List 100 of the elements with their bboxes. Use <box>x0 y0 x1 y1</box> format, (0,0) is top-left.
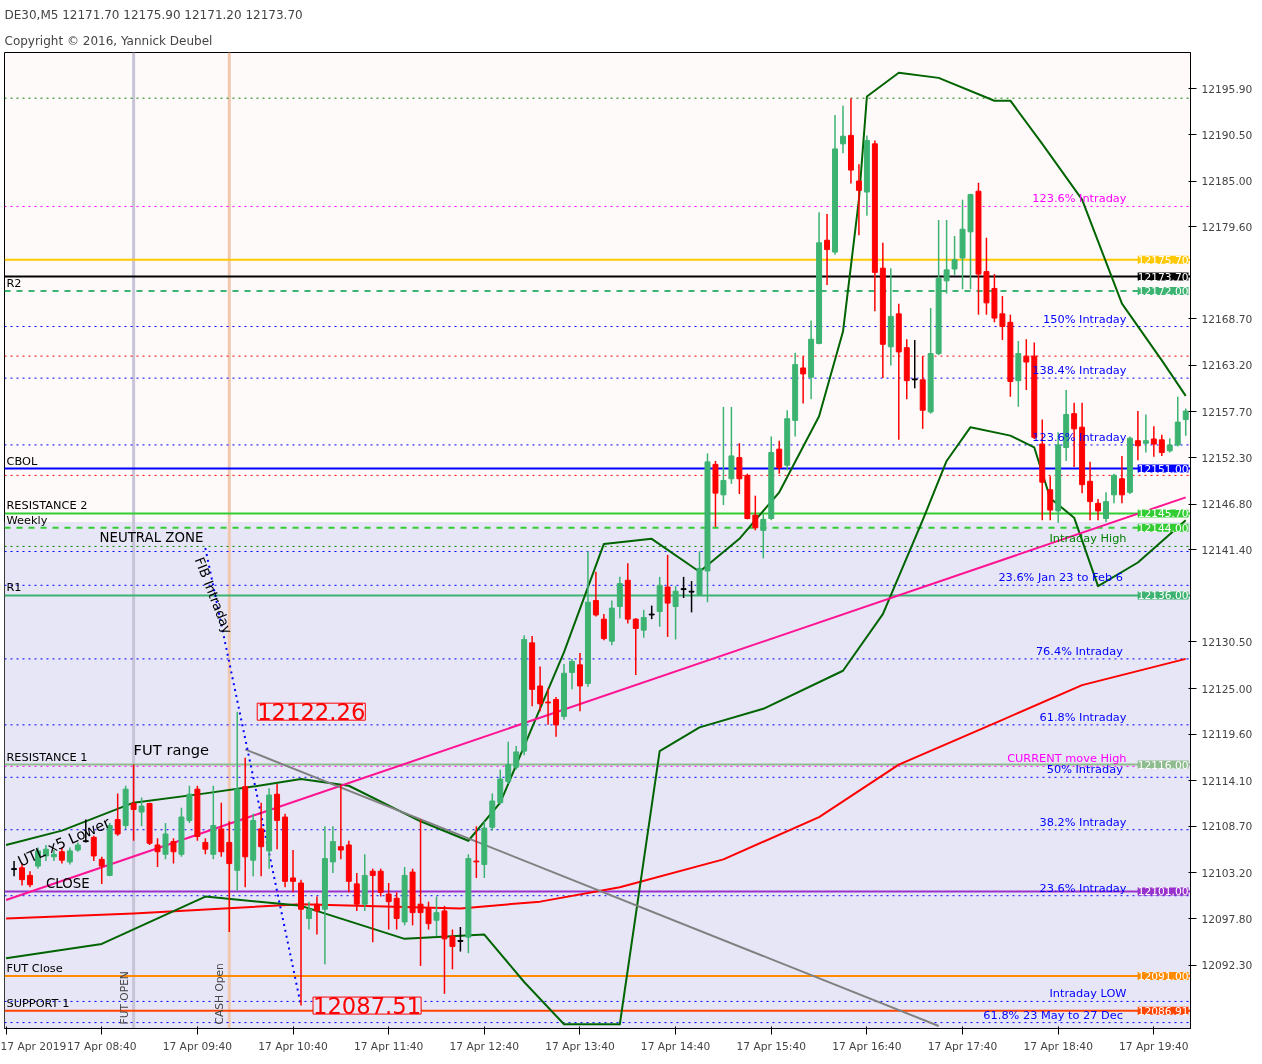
band-label: NEUTRAL ZONE <box>99 529 204 545</box>
annotation: FUT Close <box>6 961 63 976</box>
y-tick-label: 12108.70 <box>1201 820 1253 834</box>
chart-title: DE30,M5 12171.70 12175.90 12171.20 12173.70 <box>4 7 303 22</box>
candlestick <box>752 494 759 532</box>
chart-subtitle: Copyright © 2016, Yannick Deubel <box>4 33 213 48</box>
ref-line-label: Intraday LOW <box>1049 986 1127 1001</box>
ref-line-label: 12091.00 <box>1137 970 1189 984</box>
candlestick <box>290 849 296 894</box>
x-tick-label: 17 Apr 10:40 <box>258 1039 328 1053</box>
x-tick-label: 17 Apr 19:40 <box>1119 1039 1189 1053</box>
annotation: SUPPORT 1 <box>6 995 70 1010</box>
ref-line-label: FUT OPEN <box>117 971 131 1025</box>
ref-line-label: 61.8% 23 May to 27 Dec <box>983 1007 1123 1022</box>
y-tick-label: 12185.00 <box>1201 175 1253 189</box>
candlestick <box>433 895 440 938</box>
annotation: 12122.26 <box>257 699 366 726</box>
candlestick <box>11 860 18 878</box>
annotation: Weekly <box>6 512 48 527</box>
candlestick <box>337 784 344 861</box>
y-tick-label: 12092.30 <box>1201 959 1253 973</box>
y-tick-label: 12146.80 <box>1201 498 1253 512</box>
ref-line-label: 12151.00 <box>1137 462 1189 476</box>
candlestick <box>258 801 265 878</box>
x-tick-label: 17 Apr 18:40 <box>1023 1039 1094 1053</box>
candlestick <box>569 658 575 691</box>
y-tick-label: 12130.50 <box>1201 635 1253 649</box>
candlestick <box>688 580 695 614</box>
y-tick-label: 12163.20 <box>1201 359 1253 373</box>
candlestick <box>138 796 145 828</box>
ref-line-label: CASH Open <box>213 963 227 1025</box>
ref-line-label: 12144.00 <box>1137 521 1189 535</box>
candlestick <box>377 867 384 898</box>
x-tick-label: 17 Apr 12:40 <box>449 1039 520 1053</box>
x-tick-label: 17 Apr 13:40 <box>545 1039 615 1053</box>
candlestick <box>154 837 161 868</box>
y-tick-label: 12190.50 <box>1201 128 1253 142</box>
y-tick-label: 12125.00 <box>1201 682 1253 696</box>
ref-line-label: 76.4% Intraday <box>1035 643 1124 658</box>
candlestick <box>640 609 647 639</box>
candlestick <box>664 554 671 638</box>
x-tick-label: 17 Apr 14:40 <box>640 1039 711 1053</box>
y-tick-label: 12097.80 <box>1201 912 1253 926</box>
candlestick <box>680 576 687 599</box>
candlestick <box>576 652 583 713</box>
candlestick <box>114 792 121 837</box>
y-tick-label: 12168.70 <box>1201 312 1253 326</box>
candlestick <box>1158 434 1165 457</box>
y-tick-label: 12114.10 <box>1201 774 1253 788</box>
annotation: 12087.51 <box>313 993 422 1020</box>
candlestick <box>632 617 639 676</box>
y-tick-label: 12152.30 <box>1201 451 1253 465</box>
ref-line-label: 12116.00 <box>1137 758 1189 772</box>
y-tick-label: 12103.20 <box>1201 866 1253 880</box>
candlestick <box>720 406 727 506</box>
y-tick-label: 12157.70 <box>1201 405 1253 419</box>
candlestick <box>1111 472 1117 505</box>
ref-line-label: 12086.91 <box>1137 1004 1189 1018</box>
candlestick <box>1103 491 1109 523</box>
candlestick <box>353 872 360 912</box>
candlestick <box>911 339 918 390</box>
annotation: R2 <box>6 276 22 290</box>
annotation: RESISTANCE 2 <box>6 498 88 513</box>
candlestick <box>728 406 735 485</box>
ref-line-label: 23.6% Intraday <box>1039 880 1127 895</box>
candlestick <box>1142 413 1149 454</box>
ref-line-label: 12136.00 <box>1137 589 1189 603</box>
ref-line-label: 12172.00 <box>1137 285 1189 298</box>
ref-line-label: 12175.70 <box>1137 253 1189 267</box>
line-series <box>5 426 1187 1026</box>
ref-line-label: 12173.70 <box>1137 270 1189 284</box>
candlestick <box>218 801 225 858</box>
candlestick <box>329 825 336 874</box>
candlestick <box>1118 455 1125 505</box>
ref-line-label: 61.8% Intraday <box>1039 709 1127 724</box>
candlestick <box>855 163 862 236</box>
candlestick <box>130 763 137 842</box>
x-tick-label: 17 Apr 16:40 <box>832 1039 902 1053</box>
annotation: RESISTANCE 1 <box>6 749 88 764</box>
candlestick <box>306 900 312 931</box>
annotation: FUT range <box>133 740 210 758</box>
candlestick <box>1023 338 1030 391</box>
candlestick <box>600 613 607 642</box>
y-tick-label: 12179.60 <box>1201 220 1253 234</box>
candlestick <box>592 571 599 618</box>
candlestick <box>951 235 958 276</box>
candlestick <box>473 825 480 879</box>
y-tick-label: 12119.60 <box>1201 728 1253 742</box>
y-tick-label: 12195.90 <box>1201 82 1253 96</box>
x-tick-label: 17 Apr 15:40 <box>736 1039 807 1053</box>
candlestick <box>457 926 464 953</box>
candlestick <box>1182 407 1189 437</box>
ref-line-label: 12145.70 <box>1137 507 1189 521</box>
ref-line-label: 150% Intraday <box>1043 311 1127 326</box>
x-tick-label: 17 Apr 09:40 <box>162 1039 233 1053</box>
candlestick <box>824 213 831 286</box>
ref-line-label: 12101.00 <box>1137 885 1189 899</box>
candlestick <box>840 105 846 154</box>
annotation: CBOL <box>6 453 38 468</box>
y-tick-label: 12141.40 <box>1201 543 1253 557</box>
